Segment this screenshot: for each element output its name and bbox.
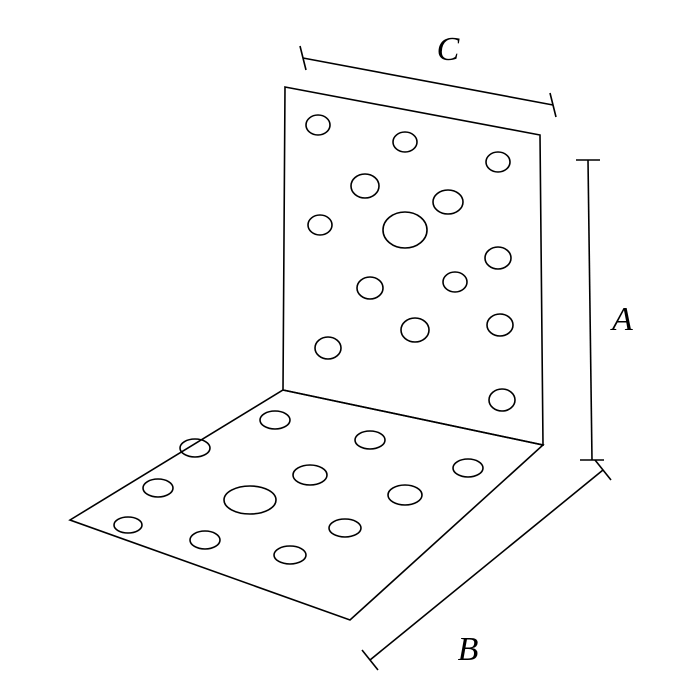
- bracket-shape: [70, 87, 543, 620]
- dimension-label-b: B: [458, 631, 479, 668]
- dimension-annotations: [300, 46, 611, 670]
- horizontal-face-holes: [114, 411, 483, 564]
- vertical-face-holes: [306, 115, 515, 411]
- dimension-label-a: A: [610, 301, 633, 338]
- bracket-diagram: C A B: [0, 0, 700, 700]
- dimension-label-c: C: [437, 31, 460, 68]
